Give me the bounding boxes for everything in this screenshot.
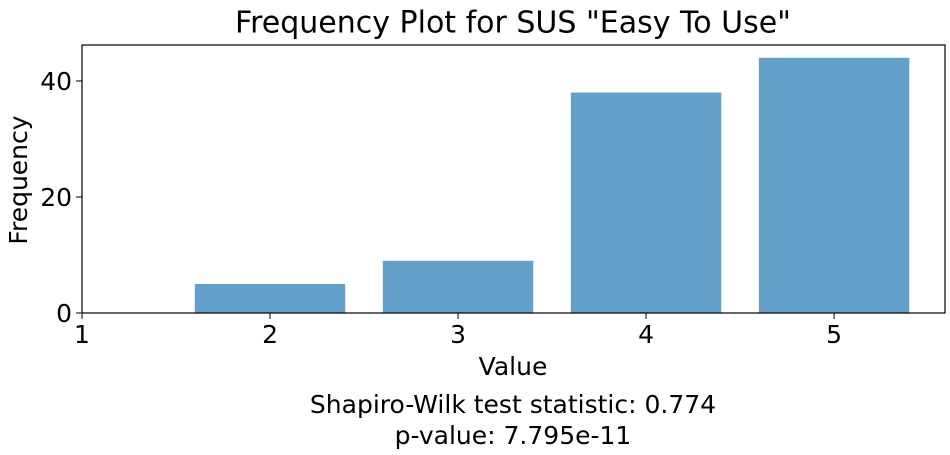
axes-frame [81,44,946,314]
annotation: p-value: 7.795e-11 [395,421,632,450]
bar [758,57,910,314]
y-axis-label: Frequency [4,115,33,244]
bar [382,260,534,313]
x-tick-label: 1 [74,320,90,349]
x-tick-label: 4 [638,320,654,349]
annotation: Shapiro-Wilk test statistic: 0.774 [310,390,716,419]
bar [194,283,346,313]
x-tick-label: 3 [450,320,466,349]
y-tick-label: 40 [40,67,72,96]
y-tick-label: 20 [40,183,72,212]
y-tick-label: 0 [56,299,72,328]
bar [570,92,722,313]
x-axis-label: Value [479,352,548,381]
x-tick-label: 5 [826,320,842,349]
x-tick-label: 2 [262,320,278,349]
chart-title: Frequency Plot for SUS "Easy To Use" [235,6,791,41]
